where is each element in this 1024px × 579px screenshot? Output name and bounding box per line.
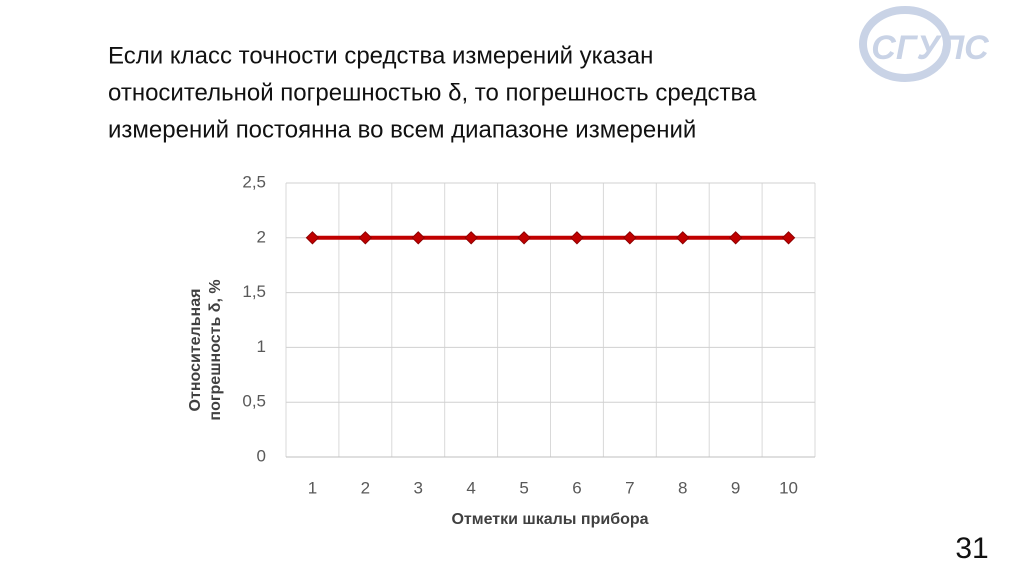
y-tick-label: 2,5 <box>242 172 266 191</box>
y-tick-label: 0,5 <box>242 392 266 411</box>
y-tick-label: 1,5 <box>242 282 266 301</box>
data-marker <box>358 231 373 245</box>
y-tick-label: 0 <box>257 446 266 465</box>
data-marker <box>781 231 796 245</box>
page-number: 31 <box>955 532 988 565</box>
data-marker <box>464 231 478 245</box>
x-tick-label: 7 <box>625 478 634 497</box>
heading-line: Если класс точности средства измерений у… <box>108 42 653 69</box>
x-tick-label: 5 <box>519 478 528 497</box>
x-tick-label: 4 <box>466 478 475 497</box>
data-marker <box>623 231 637 245</box>
x-tick-label: 9 <box>731 478 740 497</box>
data-marker <box>411 231 425 245</box>
logo-ring <box>859 6 951 82</box>
y-tick-label: 2 <box>257 227 266 246</box>
logo: СГУПС <box>859 6 989 82</box>
y-axis-label: Относительная <box>187 289 204 412</box>
heading-line: относительной погрешностью δ, то погрешн… <box>108 79 757 106</box>
x-tick-label: 1 <box>308 478 317 497</box>
x-axis-label: Отметки шкалы прибора <box>451 511 648 528</box>
x-tick-label: 3 <box>414 478 423 497</box>
data-marker <box>305 231 320 245</box>
data-marker <box>517 231 531 245</box>
x-tick-label: 8 <box>678 478 687 497</box>
y-tick-label: 1 <box>257 337 266 356</box>
logo-text: СГУПС <box>871 29 989 67</box>
heading-line: измерений постоянна во всем диапазоне из… <box>108 116 696 143</box>
data-marker <box>676 231 690 245</box>
x-tick-label: 10 <box>779 478 798 497</box>
y-axis-label: погрешность δ, % <box>207 279 224 420</box>
data-marker <box>570 231 584 245</box>
data-marker <box>728 231 743 245</box>
x-tick-label: 2 <box>361 478 370 497</box>
x-tick-label: 6 <box>572 478 581 497</box>
